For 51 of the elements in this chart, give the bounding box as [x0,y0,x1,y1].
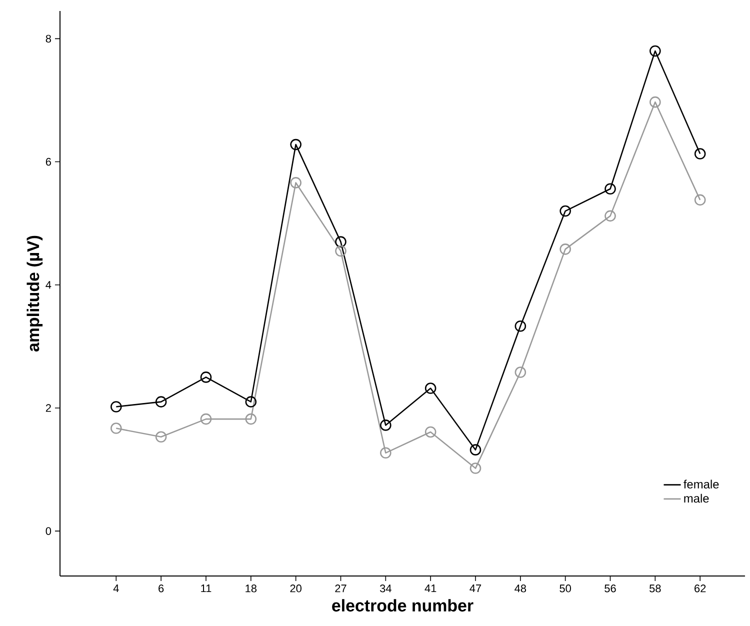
point [470,444,482,456]
point [335,236,346,248]
y-tick-label: 2 [46,404,51,412]
x-tick-label: 11 [201,584,212,592]
legend-label: male [684,494,709,503]
point [290,138,302,150]
x-axis-title: electrode number [332,599,474,612]
point [514,366,526,378]
y-axis-title: amplitude (µV) [26,236,43,352]
point [290,177,302,188]
point [514,320,526,332]
point [245,413,257,425]
y-tick-label: 4 [46,281,52,289]
x-tick-label: 50 [560,584,571,592]
point [560,244,571,255]
x-tick-label: 27 [335,584,346,592]
point [560,205,571,217]
point [155,396,167,408]
point [200,413,212,425]
x-tick-label: 18 [246,584,257,592]
y-tick-label: 0 [46,527,52,535]
point [110,401,122,412]
point [694,148,706,160]
x-tick-label: 47 [470,584,482,592]
point [200,372,212,383]
point [380,447,392,459]
point [650,45,661,57]
x-tick-label: 4 [113,584,119,592]
y-tick-label: 6 [46,158,51,166]
point [424,426,436,438]
point [110,422,122,434]
point [155,431,167,443]
point [604,183,616,195]
x-tick-label: 58 [650,584,661,592]
x-tick-label: 41 [424,584,436,592]
y-tick-label: 8 [46,34,51,43]
x-tick-label: 34 [380,584,392,592]
point [470,462,482,474]
point [245,396,257,408]
x-tick-label: 20 [290,584,302,592]
point [694,194,706,206]
legend-label: female [684,480,719,488]
x-tick-label: 62 [694,584,706,592]
x-tick-label: 6 [158,584,164,592]
x-tick-label: 48 [514,584,526,592]
point [650,96,661,108]
point [380,420,392,431]
x-tick-label: 56 [604,584,616,592]
point [424,382,436,394]
point [335,245,346,257]
point [604,210,616,222]
